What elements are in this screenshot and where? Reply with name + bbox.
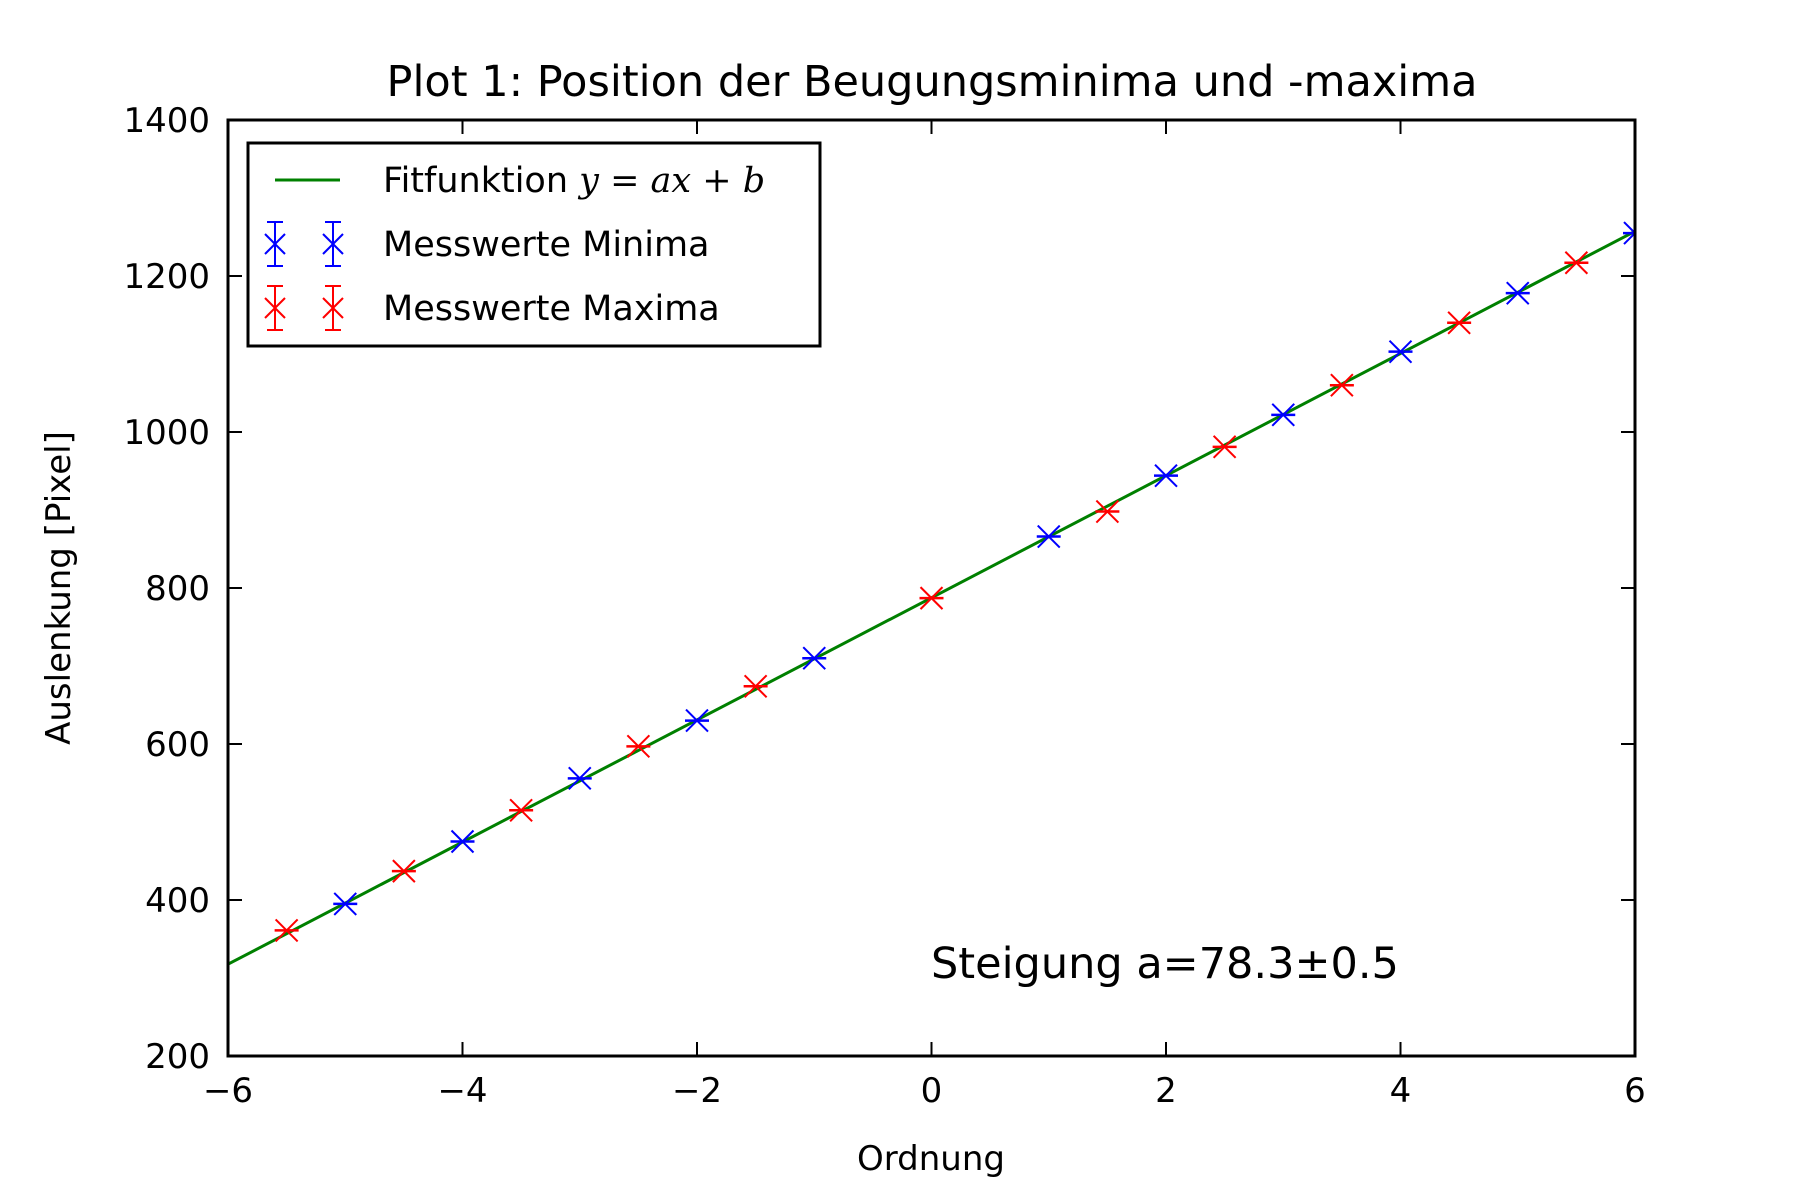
x-axis-label: Ordnung: [857, 1139, 1005, 1179]
data-point: [1505, 281, 1530, 305]
legend-maxima-label: Messwerte Maxima: [383, 289, 720, 329]
legend: Fitfunktion y = ax + b Messwerte Minima …: [246, 141, 822, 348]
x-tick-label: −4: [437, 1071, 487, 1111]
x-tick-label: −2: [672, 1071, 722, 1111]
legend-fit-formula: y = ax + b: [577, 161, 765, 201]
data-point: [1623, 221, 1635, 245]
data-point: [333, 892, 358, 916]
x-tick-label: 4: [1390, 1071, 1412, 1111]
legend-fit-label: Fitfunktion y = ax + b: [383, 161, 765, 201]
slope-annotation: Steigung a=78.3±0.5: [931, 939, 1399, 989]
chart-title: Plot 1: Position der Beugungsminima und …: [387, 57, 1478, 107]
data-point: [1154, 463, 1178, 488]
data-point: [1329, 373, 1354, 397]
data-point: [391, 859, 416, 883]
legend-minima-label: Messwerte Minima: [383, 225, 710, 265]
legend-fit-label-prefix: Fitfunktion: [383, 161, 579, 201]
y-tick-label: 400: [145, 881, 210, 921]
data-point: [1036, 524, 1061, 549]
data-point: [743, 674, 768, 698]
x-tick-label: −6: [203, 1071, 253, 1111]
legend-box: [246, 141, 822, 348]
y-tick-label: 1200: [123, 257, 210, 297]
axis-ticks: −6 −4 −2 0 2 4 6 200 400 600 800 1000 1200 1400: [123, 101, 1645, 1111]
data-point: [919, 586, 944, 610]
data-point: [1564, 251, 1589, 275]
x-tick-label: 2: [1155, 1071, 1177, 1111]
data-point: [1388, 339, 1413, 364]
series-minima: [333, 221, 1635, 916]
y-tick-label: 600: [145, 725, 210, 765]
data-point: [802, 646, 827, 670]
data-point: [274, 918, 299, 943]
plot-frame: [226, 118, 1637, 1058]
data-point: [1095, 499, 1120, 524]
y-tick-label: 1000: [123, 413, 210, 453]
legend-maxima-swatch: [264, 285, 344, 331]
y-tick-label: 800: [145, 569, 210, 609]
data-point: [685, 708, 709, 733]
series-maxima: [274, 251, 1589, 943]
data-point: [1271, 403, 1296, 427]
x-tick-label: 0: [921, 1071, 943, 1111]
data-point: [567, 766, 592, 791]
plot-area: [228, 221, 1635, 966]
legend-minima-swatch: [264, 221, 344, 267]
y-axis-label: Auslenkung [Pixel]: [39, 431, 79, 745]
y-tick-label: 1400: [123, 101, 210, 141]
data-point: [1447, 311, 1472, 335]
data-point: [509, 798, 534, 823]
data-point: [1212, 435, 1237, 459]
data-point: [626, 734, 651, 759]
y-tick-label: 200: [145, 1037, 210, 1077]
x-tick-label: 6: [1624, 1071, 1646, 1111]
data-point: [450, 829, 475, 854]
